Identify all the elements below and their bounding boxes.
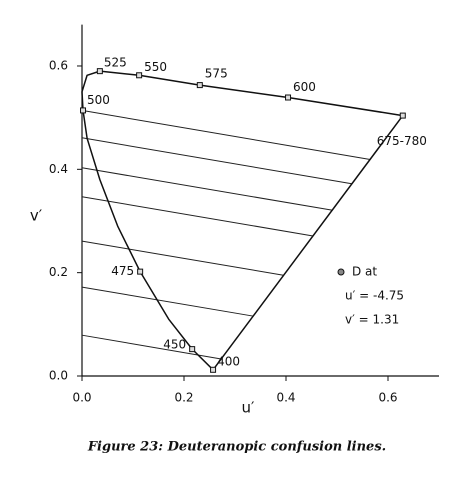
locus-marker: [285, 94, 292, 101]
wavelength-label: 550: [144, 60, 167, 74]
x-tick-label: 0.6: [378, 391, 397, 405]
locus-marker: [210, 366, 217, 373]
x-tick-label: 0.4: [276, 391, 295, 405]
purple-line: [212, 115, 404, 371]
locus-marker: [136, 72, 143, 79]
locus-marker: [196, 82, 203, 89]
locus-marker: [137, 268, 144, 275]
confusion-line: [81, 196, 314, 237]
y-tick-label: 0.4: [49, 162, 68, 176]
y-tick-label: 0.6: [49, 58, 68, 72]
annotation-text: u′ = -4.75: [345, 289, 404, 303]
confusion-line: [81, 286, 253, 317]
locus-marker: [399, 112, 406, 119]
x-tick-label: 0.2: [174, 391, 193, 405]
d-point-marker: [337, 268, 345, 276]
wavelength-label: 400: [217, 354, 240, 368]
caption: Figure 23: Deuteranopic confusion lines.: [87, 440, 386, 455]
annotation-text: v′ = 1.31: [345, 313, 399, 327]
wavelength-label: 525: [104, 56, 127, 70]
confusion-line: [81, 137, 352, 185]
wavelength-label: 600: [293, 80, 316, 94]
wavelength-label: 475: [111, 264, 134, 278]
confusion-line: [81, 334, 222, 360]
y-tick-label: 0.2: [49, 265, 68, 279]
confusion-line: [81, 167, 332, 211]
wavelength-label: 450: [163, 338, 186, 352]
y-tick-label: 0.0: [49, 369, 68, 383]
y-axis-label: v′: [30, 207, 43, 225]
wavelength-label: 500: [87, 93, 110, 107]
wavelength-label: 675-780: [377, 134, 427, 148]
confusion-line: [81, 109, 371, 160]
locus-marker: [189, 346, 196, 353]
annotation-text: D at: [352, 265, 377, 279]
x-tick-label: 0.0: [72, 391, 91, 405]
wavelength-label: 575: [205, 67, 228, 81]
locus-marker: [80, 107, 87, 114]
x-axis-label: u′: [242, 399, 256, 417]
locus-marker: [96, 68, 103, 75]
confusion-line: [81, 240, 284, 276]
